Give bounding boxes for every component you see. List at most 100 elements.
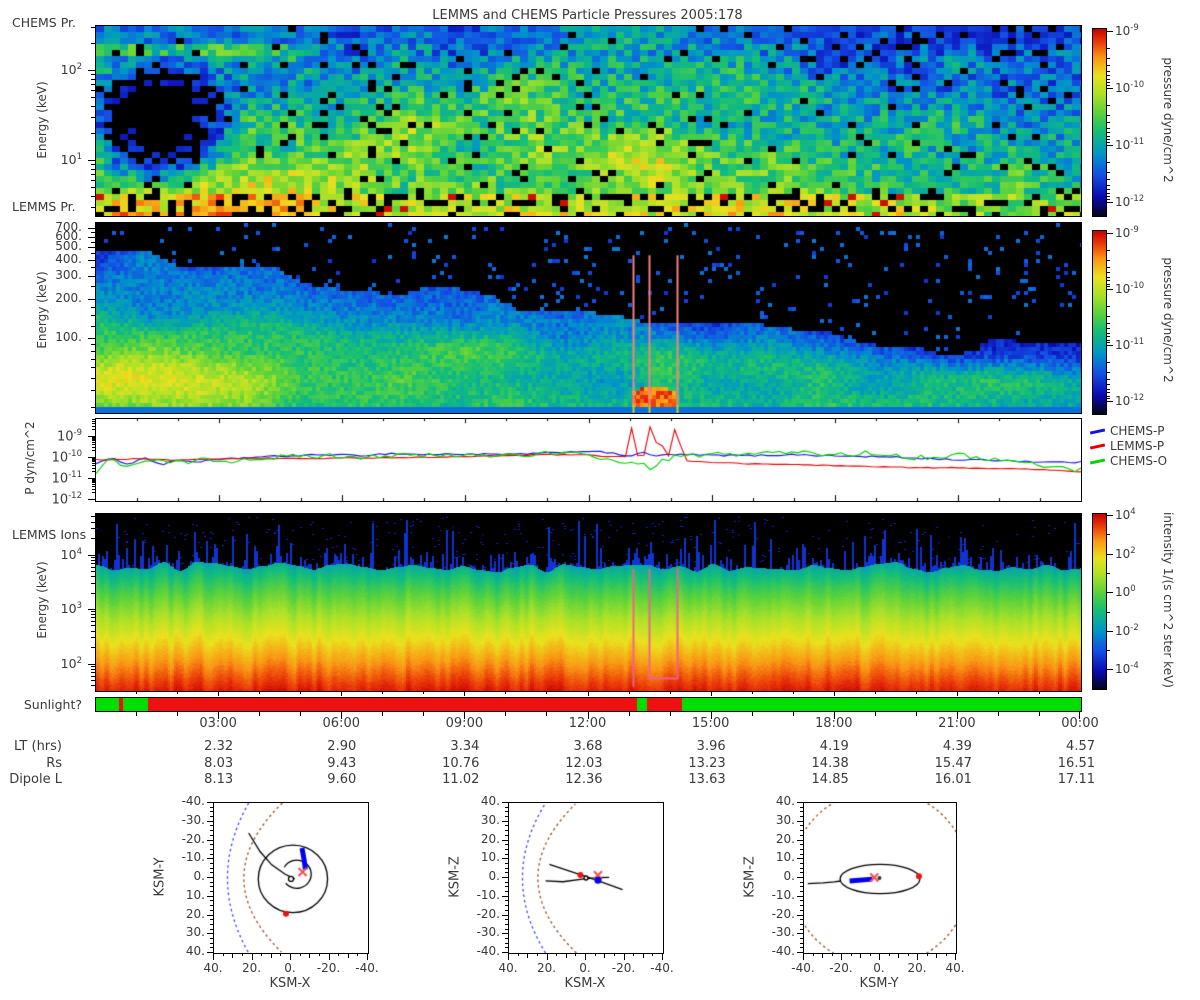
tick-mark [91,325,95,327]
tick-mark [280,953,282,956]
tick-mark [1106,630,1113,632]
tick-mark [1106,572,1110,574]
tick-label: 10-2 [1115,622,1139,638]
time-tick-label: 18:00 [815,716,853,731]
tick-mark [588,691,589,696]
ephemeris-value-rs: 9.43 [327,755,357,771]
tick-label: 0. [284,961,296,975]
tick-mark [1106,144,1113,146]
tick-mark [1106,361,1110,363]
tick-mark [91,132,95,134]
tick-mark [793,711,794,716]
tick-mark [290,953,291,960]
tick-mark [210,942,213,944]
tick-mark [91,461,95,463]
tick-mark [88,227,95,229]
tick-label: 0. [579,961,591,975]
tick-label: 10-9 [1115,225,1139,240]
tick-mark [91,582,95,584]
tick-label: 40. [185,944,205,958]
orbit-yz-canvas [804,803,956,953]
time-tick-label: 06:00 [322,716,360,731]
time-tick-label: 03:00 [199,716,237,731]
tick-mark [91,377,95,379]
tick-label: -10. [476,887,500,902]
tick-mark [926,953,928,956]
tick-mark [800,848,803,850]
tick-mark [91,286,95,288]
tick-mark [1106,249,1110,251]
tick-mark [556,953,558,956]
tick-mark [1106,132,1110,134]
tick-mark [1106,322,1110,324]
tick-mark [328,953,330,960]
tick-mark [341,691,342,696]
ephemeris-value-lthrs: 3.34 [450,739,480,754]
tick-mark [502,933,508,935]
pressure-colorbar-mid [1092,230,1107,415]
tick-mark [505,862,508,864]
tick-mark [629,691,630,694]
tick-mark [91,423,95,425]
ephemeris-row-label: Dipole L [9,772,62,787]
tick-mark [546,711,547,716]
tick-mark [916,691,917,694]
tick-mark [502,820,508,822]
tick-mark [241,953,243,956]
tick-mark [341,711,342,719]
tick-mark [575,953,577,956]
ephemeris-value-dipolel: 11.02 [442,772,480,787]
tick-mark [91,344,95,346]
tick-mark [822,953,823,958]
tick-mark [502,914,508,916]
tick-mark [210,923,213,925]
sunlight-segment-lit [123,698,149,711]
tick-mark [800,928,803,930]
sunlight-segment-lit [96,698,119,711]
tick-mark [91,611,95,613]
orbit-yz-xlabel: KSM-Y [859,976,899,991]
tick-mark [91,168,95,170]
tick-label: 600. [55,228,82,243]
tick-label: 10. [185,887,205,902]
ephemeris-row-label: Rs [46,755,62,771]
tick-mark [1106,611,1110,613]
tick-mark [1106,85,1110,87]
tick-mark [91,630,95,632]
tick-label: 100 [1115,584,1136,600]
figure-title: LEMMS and CHEMS Particle Pressures 2005:… [432,8,743,23]
tick-mark [299,953,301,956]
tick-mark [505,937,508,939]
tick-mark [1106,266,1110,268]
tick-mark [382,691,383,694]
tick-mark [261,953,263,956]
tick-mark [505,905,508,907]
tick-mark [91,458,95,460]
lemms-ions-yaxis-label: Energy (keV) [35,561,49,639]
ephemeris-value-rs: 8.03 [204,755,234,771]
tick-label: 104 [1115,507,1136,522]
tick-mark [1106,184,1110,186]
tick-label: 10-11 [1115,337,1145,352]
tick-label: 40. [775,794,795,808]
tick-label: 40. [203,961,223,975]
tick-mark [91,668,95,670]
tick-mark [998,691,999,694]
ephemeris-value-dipolel: 14.85 [811,772,849,787]
tick-label: 10-9 [56,427,82,445]
tick-mark [91,492,95,494]
tick-mark [91,482,95,484]
tick-mark [1106,650,1110,652]
legend-line-swatch [1089,458,1106,465]
tick-mark [800,886,803,888]
tick-label: -30. [181,812,205,827]
tick-mark [797,952,803,953]
tick-mark [957,691,958,696]
tick-mark [91,471,95,473]
tick-mark [800,919,803,921]
tick-mark [91,637,95,639]
legend-label: CHEMS-P [1110,424,1165,438]
tick-mark [1106,189,1110,191]
tick-mark [309,953,311,958]
tick-label: 400. [55,251,82,266]
